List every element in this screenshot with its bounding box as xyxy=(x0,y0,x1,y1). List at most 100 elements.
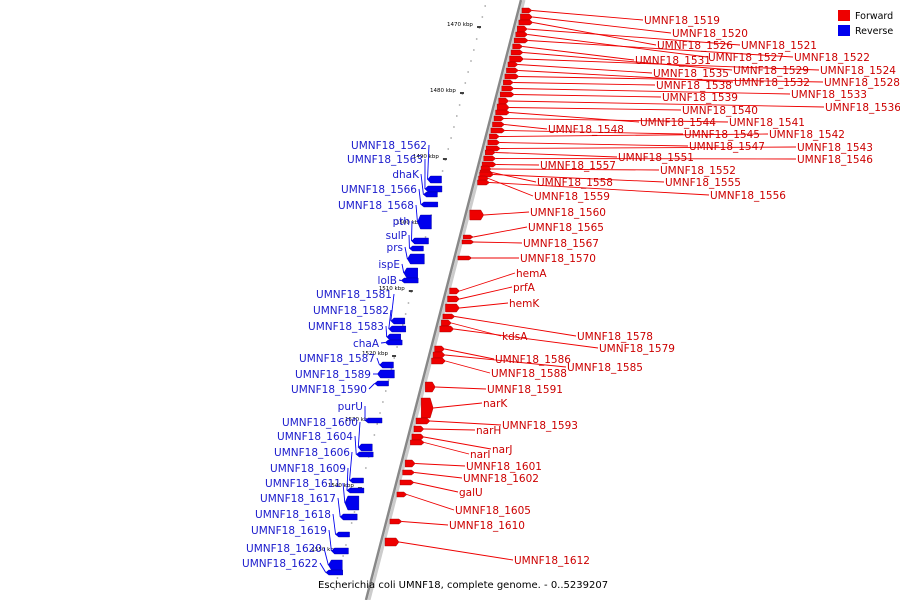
forward-gene-label: UMNF18_1593 xyxy=(502,420,578,432)
reverse-gene-feature xyxy=(349,477,364,484)
forward-label-connector xyxy=(496,164,540,166)
reverse-gene-label: UMNF18_1600 xyxy=(282,417,358,429)
forward-gene-feature xyxy=(431,357,446,365)
forward-label-connector xyxy=(435,386,487,390)
reverse-gene-feature xyxy=(325,569,343,576)
forward-gene-feature xyxy=(517,25,528,33)
forward-label-connector xyxy=(489,182,710,196)
reverse-gene-feature xyxy=(358,443,373,452)
reverse-gene-feature xyxy=(388,325,406,333)
forward-gene-feature xyxy=(485,149,496,156)
reverse-label-connector xyxy=(385,325,388,338)
forward-gene-feature xyxy=(404,459,416,468)
reverse-gene-feature xyxy=(427,175,442,184)
forward-gene-label: narJ xyxy=(492,444,513,456)
forward-gene-label: UMNF18_1543 xyxy=(797,142,873,154)
forward-gene-label: UMNF18_1546 xyxy=(797,154,873,166)
reverse-gene-label: UMNF18_1563 xyxy=(347,154,423,166)
forward-label-connector xyxy=(532,16,672,34)
forward-gene-label: narI xyxy=(470,449,491,461)
forward-gene-label: UMNF18_1579 xyxy=(599,343,675,355)
reverse-gene-label: UMNF18_1618 xyxy=(255,509,331,521)
forward-label-connector xyxy=(459,272,516,292)
reverse-gene-label: sulP xyxy=(386,230,407,242)
backbone-shadow xyxy=(367,0,526,600)
reverse-gene-label: lolB xyxy=(378,275,397,287)
ruler-tick-label: 1510 kbp xyxy=(379,286,405,292)
forward-gene-label: UMNF18_1557 xyxy=(540,160,616,172)
forward-gene-feature xyxy=(521,7,533,14)
forward-gene-label: narK xyxy=(483,398,508,410)
forward-label-connector xyxy=(522,46,635,61)
reverse-label-connector xyxy=(398,279,402,281)
legend-forward-swatch xyxy=(838,10,850,21)
forward-gene-feature xyxy=(515,31,529,38)
forward-gene-label: UMNF18_1542 xyxy=(769,129,845,141)
forward-gene-label: UMNF18_1540 xyxy=(682,105,758,117)
ruler-tick-label: 1530 kbp xyxy=(345,417,371,423)
forward-label-connector xyxy=(429,420,502,426)
forward-gene-feature xyxy=(512,43,523,50)
forward-gene-label: UMNF18_1529 xyxy=(733,65,809,77)
reverse-gene-label: UMNF18_1562 xyxy=(351,140,427,152)
forward-gene-feature xyxy=(489,133,500,140)
reverse-gene-label: UMNF18_1606 xyxy=(274,447,350,459)
forward-label-connector xyxy=(523,58,820,71)
forward-gene-feature xyxy=(498,97,509,105)
forward-gene-feature xyxy=(425,381,436,393)
forward-gene-feature xyxy=(501,85,515,92)
legend-reverse-label: Reverse xyxy=(855,26,893,37)
forward-label-connector xyxy=(504,130,684,135)
forward-label-connector xyxy=(488,178,534,197)
forward-gene-label: prfA xyxy=(513,282,536,294)
forward-gene-feature xyxy=(500,91,515,98)
forward-gene-feature xyxy=(402,469,415,476)
reverse-gene-feature xyxy=(377,369,395,379)
reverse-gene-feature xyxy=(328,559,343,571)
forward-label-connector xyxy=(473,226,528,238)
reverse-gene-label: UMNF18_1617 xyxy=(260,493,336,505)
forward-gene-feature xyxy=(445,303,460,313)
forward-label-connector xyxy=(483,211,530,216)
reverse-gene-label: UMNF18_1582 xyxy=(313,305,389,317)
forward-gene-label: UMNF18_1605 xyxy=(455,505,531,517)
forward-gene-feature xyxy=(441,319,452,327)
forward-gene-label: UMNF18_1565 xyxy=(528,222,604,234)
forward-gene-label: UMNF18_1601 xyxy=(466,461,542,473)
forward-label-connector xyxy=(415,463,466,467)
reverse-gene-feature xyxy=(411,237,429,245)
forward-gene-label: UMNF18_1536 xyxy=(825,102,900,114)
gene-features xyxy=(325,7,534,576)
forward-gene-label: UMNF18_1591 xyxy=(487,384,563,396)
forward-gene-feature xyxy=(410,439,425,446)
reverse-gene-label: UMNF18_1581 xyxy=(316,289,392,301)
forward-label-connector xyxy=(444,348,495,360)
reverse-gene-feature xyxy=(420,201,439,208)
forward-label-connector xyxy=(453,328,599,349)
reverse-gene-label: purU xyxy=(338,401,363,413)
forward-label-connector xyxy=(491,168,660,171)
ruler-tick-label: 1490 kbp xyxy=(413,154,439,160)
forward-label-connector xyxy=(398,541,514,561)
label-connectors xyxy=(319,10,825,573)
reverse-gene-label: UMNF18_1604 xyxy=(277,431,353,443)
forward-label-connector xyxy=(499,133,769,137)
reverse-gene-feature xyxy=(417,214,432,230)
reverse-gene-feature xyxy=(335,531,350,538)
forward-label-connector xyxy=(495,158,797,160)
forward-gene-feature xyxy=(461,239,475,245)
reverse-gene-label: dhaK xyxy=(392,169,420,181)
forward-gene-label: UMNF18_1541 xyxy=(729,117,805,129)
reverse-label-connector xyxy=(368,383,375,390)
forward-gene-feature xyxy=(415,417,431,425)
forward-gene-feature xyxy=(389,518,403,525)
reverse-label-connector xyxy=(415,204,418,223)
forward-label-connector xyxy=(495,152,618,158)
reverse-gene-feature xyxy=(344,495,360,511)
forward-gene-feature xyxy=(506,67,519,74)
genome-backbone xyxy=(364,0,523,600)
forward-gene-feature xyxy=(510,49,524,56)
forward-label-connector xyxy=(423,428,476,431)
forward-label-connector xyxy=(518,76,824,83)
forward-gene-feature xyxy=(396,491,408,498)
